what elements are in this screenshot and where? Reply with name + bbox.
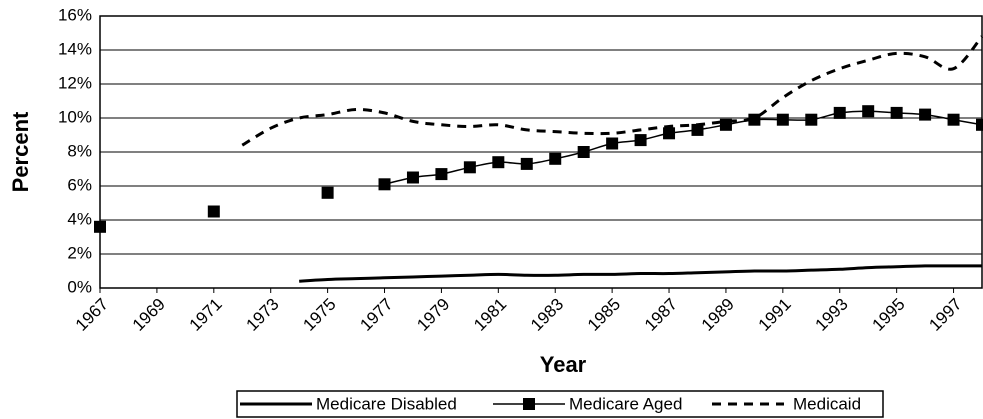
x-tick-label: 1979	[413, 295, 453, 335]
marker	[492, 156, 505, 169]
marker	[634, 134, 647, 147]
x-tick-label: 1983	[527, 295, 567, 335]
marker	[435, 168, 448, 181]
marker	[890, 106, 903, 119]
marker	[606, 137, 619, 150]
y-tick-label: 2%	[67, 243, 92, 262]
marker	[94, 220, 106, 233]
marker	[862, 105, 875, 118]
y-tick-label: 14%	[58, 39, 92, 58]
marker	[691, 123, 704, 136]
y-tick-label: 6%	[67, 175, 92, 194]
marker	[321, 186, 334, 199]
plot-frame	[99, 15, 983, 289]
x-tick-label: 1993	[812, 295, 852, 335]
legend-label: Medicaid	[793, 394, 861, 413]
legend-label: Medicare Aged	[569, 394, 682, 413]
x-tick-label: 1971	[186, 295, 226, 335]
marker	[463, 161, 476, 174]
x-tick-label: 1997	[925, 295, 965, 335]
marker	[663, 127, 676, 140]
x-tick-label: 1985	[584, 295, 624, 335]
y-tick-label: 10%	[58, 107, 92, 126]
x-tick-label: 1991	[755, 295, 795, 335]
series-line	[241, 35, 983, 147]
x-tick-label: 1981	[470, 295, 510, 335]
marker	[577, 146, 590, 158]
marker	[207, 205, 220, 218]
y-tick-label: 12%	[58, 73, 92, 92]
y-tick-label: 4%	[67, 209, 92, 228]
marker	[976, 118, 983, 131]
marker	[520, 157, 533, 170]
marker	[776, 113, 789, 126]
y-axis-title: Percent	[8, 111, 33, 192]
y-tick-label: 0%	[67, 277, 92, 296]
series-line	[299, 264, 982, 283]
x-tick-label: 1973	[243, 295, 283, 335]
y-tick-label: 16%	[58, 5, 92, 24]
marker	[833, 106, 846, 119]
x-tick-label: 1975	[299, 295, 339, 335]
y-tick-label: 8%	[67, 141, 92, 160]
marker	[378, 178, 391, 191]
marker	[406, 171, 419, 184]
x-tick-label: 1995	[868, 295, 908, 335]
legend-marker	[523, 398, 535, 410]
marker	[919, 108, 932, 121]
x-tick-label: 1967	[72, 295, 112, 335]
marker	[947, 113, 960, 126]
series-line	[384, 110, 983, 186]
legend-label: Medicare Disabled	[316, 394, 457, 413]
marker	[549, 152, 562, 165]
x-tick-label: 1969	[129, 295, 169, 335]
x-axis-title: Year	[540, 352, 587, 377]
marker	[748, 113, 761, 126]
x-tick-label: 1989	[698, 295, 738, 335]
x-tick-label: 1987	[641, 295, 681, 335]
legend-box	[236, 390, 884, 418]
x-tick-label: 1977	[356, 295, 396, 335]
marker	[805, 113, 818, 126]
